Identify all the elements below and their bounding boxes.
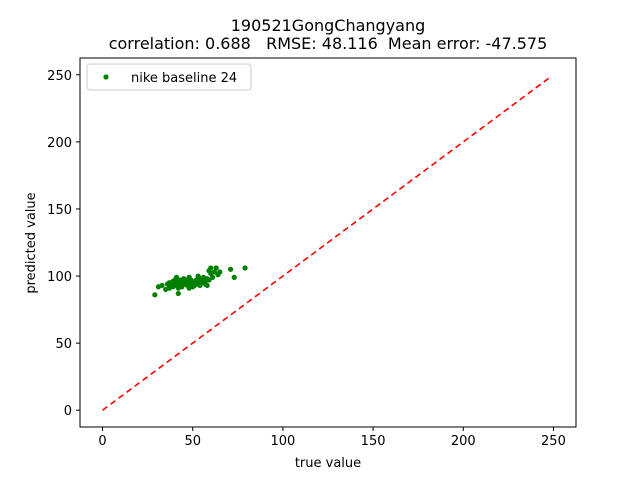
y-tick-label: 0 bbox=[64, 404, 72, 419]
title-group: 190521GongChangyang correlation: 0.688 R… bbox=[109, 16, 548, 53]
x-tick-label: 200 bbox=[451, 434, 476, 449]
legend: nike baseline 24 bbox=[86, 63, 252, 91]
y-tick-label: 200 bbox=[47, 136, 72, 151]
y-tick-label: 150 bbox=[47, 203, 72, 218]
data-point bbox=[204, 282, 210, 289]
axes-frame bbox=[79, 57, 577, 428]
data-point bbox=[173, 274, 180, 280]
chart-subtitle: correlation: 0.688 RMSE: 48.116 Mean err… bbox=[109, 34, 548, 53]
legend-box bbox=[86, 63, 252, 91]
x-tick-label: 0 bbox=[98, 434, 106, 449]
x-tick-label: 150 bbox=[361, 434, 386, 449]
x-tick-label: 100 bbox=[270, 434, 295, 449]
tick-layer: 0 50 100 150 200 250 0 50 100 150 200 250 bbox=[47, 69, 566, 449]
data-point bbox=[209, 274, 216, 280]
x-tick-label: 250 bbox=[541, 434, 566, 449]
y-axis-label: predicted value bbox=[24, 192, 39, 293]
data-point bbox=[228, 266, 234, 272]
plot-area bbox=[102, 75, 553, 411]
data-point bbox=[206, 277, 212, 283]
x-axis-label: true value bbox=[295, 456, 361, 471]
data-point bbox=[152, 292, 158, 298]
data-point bbox=[213, 265, 219, 271]
data-point bbox=[159, 282, 165, 289]
data-point bbox=[179, 284, 185, 290]
y-tick-label: 100 bbox=[47, 270, 72, 285]
data-point bbox=[231, 274, 237, 280]
legend-label: nike baseline 24 bbox=[131, 71, 237, 86]
chart-title: 190521GongChangyang bbox=[231, 16, 426, 35]
data-point bbox=[211, 269, 217, 275]
data-point bbox=[242, 265, 248, 271]
x-tick-label: 50 bbox=[184, 434, 201, 449]
y-tick-label: 250 bbox=[47, 69, 72, 84]
legend-marker bbox=[103, 74, 109, 80]
y-tick-label: 50 bbox=[55, 337, 72, 352]
data-point bbox=[208, 265, 214, 271]
data-point bbox=[217, 269, 223, 275]
identity-line bbox=[102, 75, 553, 411]
data-point bbox=[175, 290, 181, 297]
